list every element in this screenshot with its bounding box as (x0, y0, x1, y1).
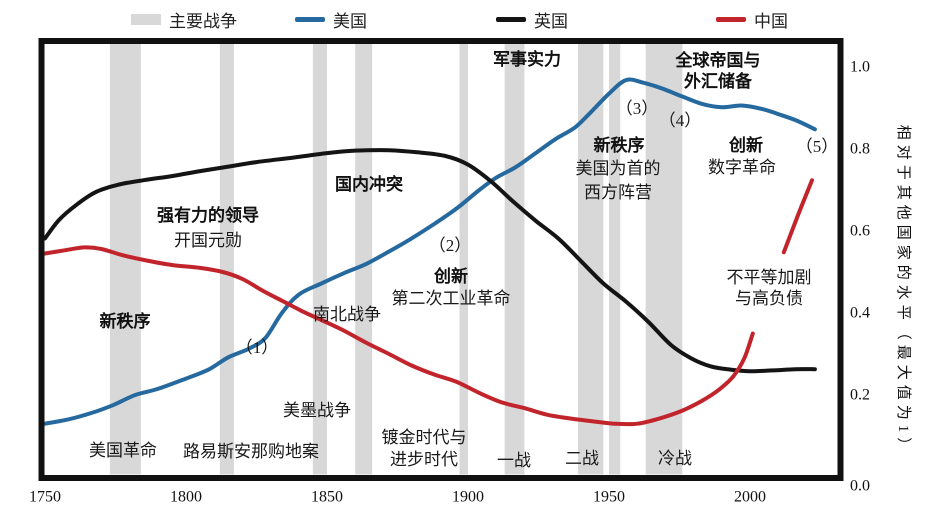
war-band-6 (577, 44, 604, 475)
y-axis-title: 相对于其他国家的水平（最大值为1） (895, 125, 912, 458)
y-tick-0.0: 0.0 (850, 478, 870, 495)
y-tick-0.4: 0.4 (850, 305, 870, 322)
annotation-marker-4: （4） (659, 111, 702, 130)
legend: 主要战争 美国 英国 中国 (0, 0, 940, 36)
x-tick-1900: 1900 (452, 489, 484, 506)
legend-label: 美国 (333, 12, 367, 31)
usa-line-swatch-icon (295, 17, 325, 22)
x-tick-1850: 1850 (311, 489, 343, 506)
annotation-civil-war: 南北战争 (313, 305, 381, 324)
annotation-new-order-postwar: 新秩序 (594, 135, 645, 156)
legend-label: 主要战争 (169, 12, 237, 31)
annotation-new-order-founding: 新秩序 (100, 311, 151, 332)
annotation-second-industrial-revolution: 第二次工业革命 (392, 289, 511, 308)
uk-line-swatch-icon (496, 17, 526, 22)
y-tick-0.8: 0.8 (850, 141, 870, 158)
annotation-digital-revolution: 数字革命 (708, 158, 776, 177)
annotation-gilded-progressive-era: 镀金时代与进步时代 (382, 428, 467, 469)
annotation-louisiana-purchase: 路易斯安那购地案 (183, 442, 319, 461)
x-tick-1800: 1800 (170, 489, 202, 506)
annotation-marker-1: （1） (236, 338, 279, 357)
annotation-inequality-high-debt: 不平等加剧与高负债 (727, 268, 812, 308)
annotation-global-empire-reserve: 全球帝国与外汇储备 (675, 50, 761, 92)
annotation-mexican-american-war: 美墨战争 (283, 401, 351, 420)
annotation-wwii: 二战 (565, 449, 599, 468)
war-band-5 (504, 44, 525, 475)
x-tick-2000: 2000 (734, 489, 766, 506)
y-tick-0.6: 0.6 (850, 223, 870, 240)
major-wars-swatch-icon (131, 14, 161, 25)
line-us (43, 77, 817, 426)
annotation-internal-conflict: 国内冲突 (335, 174, 403, 195)
x-tick-1950: 1950 (593, 489, 625, 506)
war-band-4 (459, 44, 468, 475)
y-tick-0.2: 0.2 (850, 387, 870, 404)
annotation-innovation-digital: 创新 (728, 135, 763, 156)
annotation-us-led-western-bloc: 美国为首的西方阵营 (576, 159, 661, 202)
legend-label: 中国 (754, 12, 788, 31)
annotation-innovation-industrial: 创新 (433, 266, 468, 287)
annotation-marker-2: （2） (429, 236, 472, 255)
y-tick-1.0: 1.0 (850, 59, 870, 76)
x-tick-1750: 1750 (29, 489, 61, 506)
war-band-3 (355, 44, 373, 475)
line-china-seg2 (781, 178, 814, 255)
legend-label: 英国 (534, 12, 568, 31)
legend-item-uk: 英国 (496, 7, 568, 32)
annotation-strong-leadership: 强有力的领导 (157, 205, 259, 226)
legend-item-usa: 美国 (295, 7, 367, 32)
war-band-1 (219, 44, 234, 475)
annotation-american-revolution: 美国革命 (89, 441, 157, 460)
legend-item-china: 中国 (716, 7, 788, 32)
war-band-8 (645, 44, 683, 475)
legend-item-major-wars: 主要战争 (131, 7, 237, 32)
china-line-swatch-icon (716, 17, 746, 22)
line-uk (43, 148, 817, 374)
annotation-marker-3: （3） (616, 99, 659, 118)
war-band-7 (609, 44, 621, 475)
annotation-founding-fathers: 开国元勋 (174, 231, 242, 250)
annotation-marker-5: （5） (796, 137, 839, 156)
annotation-cold-war: 冷战 (658, 449, 692, 468)
annotation-wwi: 一战 (497, 451, 531, 470)
chart-frame (38, 38, 844, 481)
annotation-military-power: 军事实力 (493, 49, 561, 70)
line-china-seg1 (43, 245, 755, 427)
